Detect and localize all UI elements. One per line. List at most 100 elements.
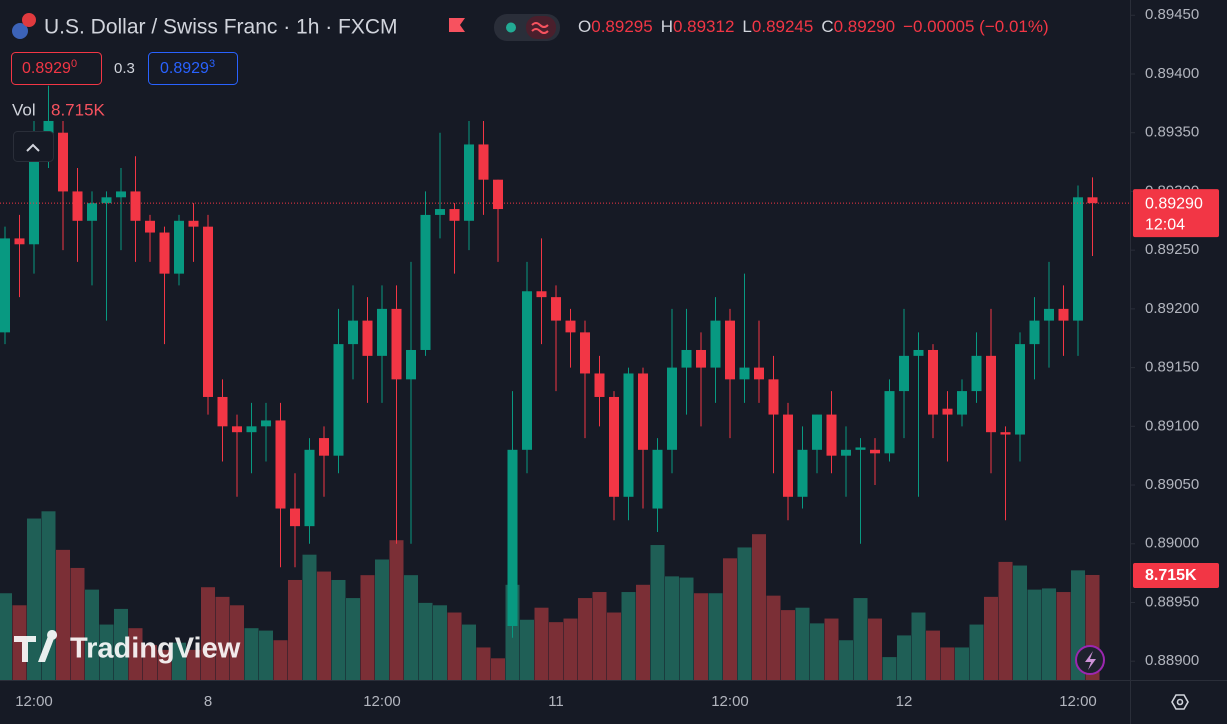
buy-price[interactable]: 0.89293 — [160, 58, 215, 77]
volume-legend-name: Vol — [12, 100, 36, 119]
candle-body — [812, 414, 822, 450]
x-tick-label: 12:00 — [711, 693, 749, 710]
volume-bar — [331, 579, 346, 680]
watermark-text: TradingView — [70, 633, 241, 665]
candle-body — [420, 214, 431, 350]
candle-body — [261, 420, 271, 427]
candle-body — [652, 449, 663, 509]
candle-body — [797, 449, 808, 497]
candle-body — [130, 191, 141, 221]
candle-body — [667, 367, 677, 450]
candle-body — [1000, 432, 1011, 435]
volume-layer — [0, 511, 1100, 680]
lightning-icon — [1085, 651, 1096, 670]
volume-bar — [244, 628, 259, 680]
candle-body — [870, 449, 880, 454]
alert-icon[interactable] — [449, 18, 465, 32]
volume-bar — [984, 596, 998, 680]
volume-bar — [56, 549, 70, 680]
volume-bar — [273, 640, 288, 680]
candle-body — [275, 420, 286, 509]
sell-price[interactable]: 0.89290 — [22, 58, 77, 77]
volume-bar — [824, 618, 839, 680]
volume-bar — [404, 575, 418, 680]
sell-price-main[interactable]: 0.8929 — [22, 60, 71, 77]
volume-bar — [70, 567, 85, 680]
volume-bar — [621, 592, 636, 680]
candle-body — [464, 144, 474, 221]
volume-bar — [389, 540, 404, 680]
volume-bar — [708, 593, 723, 680]
volume-bar — [27, 518, 41, 680]
volume-bar — [940, 647, 955, 680]
volume-bar — [476, 647, 491, 680]
candle-body — [754, 367, 764, 380]
candle-body — [783, 414, 793, 497]
legend-key: C — [821, 17, 833, 36]
volume-bar — [578, 598, 592, 680]
candle-body — [826, 414, 837, 456]
volume-bar — [128, 628, 143, 680]
volume-bar — [853, 598, 868, 680]
volume-bar — [766, 595, 781, 680]
candle-body — [1044, 308, 1054, 321]
volume-tag-label: 8.715K — [1145, 567, 1197, 584]
volume-tag — [1133, 562, 1219, 588]
candle-body — [493, 179, 503, 210]
candle-body — [928, 349, 938, 415]
candle-body — [841, 449, 851, 456]
candle-body — [58, 132, 68, 192]
candle-body — [232, 426, 242, 433]
flag-icon — [12, 23, 28, 39]
settings-icon — [1176, 698, 1184, 706]
candle-body — [14, 238, 25, 245]
buy-price-pip[interactable]: 3 — [209, 58, 215, 70]
legend-value: 0.89290 — [834, 17, 895, 36]
volume-bar — [795, 607, 810, 680]
volume-bar — [186, 649, 201, 680]
candle-body — [986, 355, 996, 433]
candle-body — [884, 391, 895, 454]
volume-bar — [99, 624, 114, 680]
candle-body — [565, 320, 576, 333]
candle-body — [522, 291, 532, 450]
volume-bar — [375, 559, 389, 680]
volume-bar — [998, 561, 1013, 680]
sell-button[interactable] — [11, 52, 102, 85]
volume-bar — [85, 589, 99, 680]
volume-bar — [781, 610, 795, 680]
candle-body — [580, 332, 590, 374]
x-tick-label: 11 — [548, 693, 564, 710]
candle-body — [116, 191, 126, 198]
volume-bar — [737, 547, 752, 680]
candle-body — [203, 226, 213, 397]
candle-layer — [0, 85, 1130, 638]
legend-key: O — [578, 17, 591, 36]
volume-bar — [172, 642, 186, 680]
candle-body — [435, 209, 445, 215]
candle-body — [913, 349, 924, 356]
y-tick-label: 0.89200 — [1145, 300, 1199, 317]
candle-body — [957, 391, 967, 415]
candle-body — [899, 355, 909, 392]
volume-bar — [969, 624, 984, 680]
candle-body — [333, 344, 344, 456]
candle-body — [1015, 344, 1025, 435]
candle-body — [304, 449, 315, 527]
candle-body — [188, 220, 199, 227]
candle-body — [87, 203, 97, 221]
volume-bar — [360, 575, 375, 680]
sell-price-pip[interactable]: 0 — [71, 58, 77, 70]
volume-bar — [650, 545, 665, 680]
footer-icons — [1075, 645, 1189, 710]
y-tick-label: 0.89350 — [1145, 124, 1199, 141]
buy-button[interactable] — [148, 52, 238, 85]
legend-value: 0.89312 — [673, 17, 734, 36]
candle-body — [29, 144, 39, 245]
volume-bar — [259, 630, 273, 680]
buy-price-main[interactable]: 0.8929 — [160, 60, 209, 77]
volume-bar — [302, 554, 317, 680]
candle-body — [290, 508, 300, 527]
header: U.S. Dollar / Swiss Franc · 1h · FXCM O0… — [11, 13, 1049, 162]
settings-button[interactable] — [1171, 694, 1189, 710]
